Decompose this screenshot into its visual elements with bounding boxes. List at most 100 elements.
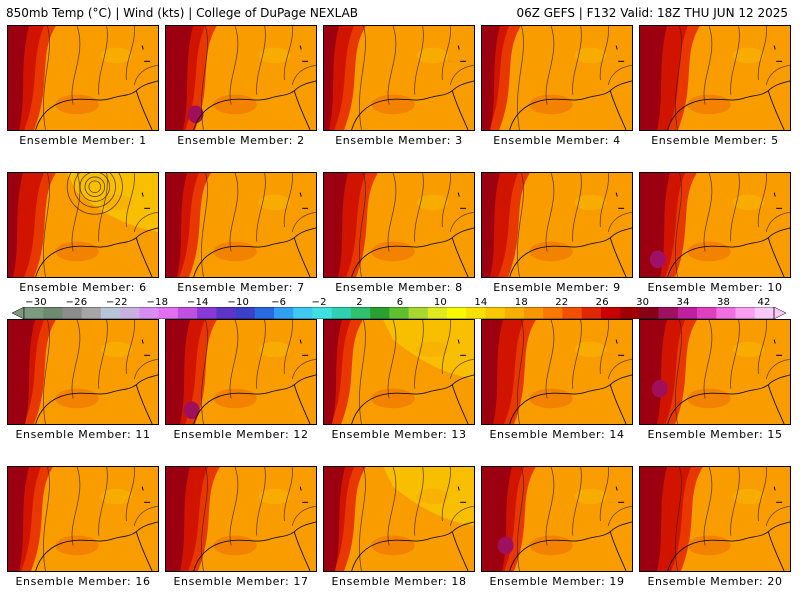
colorbar-swatch: [370, 307, 390, 319]
colorbar-swatch: [562, 307, 582, 319]
ensemble-map-panel: [7, 319, 159, 425]
colorbar-tick-label: 34: [676, 297, 690, 308]
colorbar-swatch: [447, 307, 467, 319]
ensemble-map-panel: [639, 172, 791, 278]
colorbar-tick-label: −26: [65, 297, 88, 308]
colorbar-swatch: [81, 307, 102, 319]
colorbar-swatch: [43, 307, 63, 319]
temperature-field-map: [324, 173, 474, 277]
colorbar-swatch: [543, 307, 563, 319]
colorbar-tick-label: 18: [514, 297, 528, 308]
colorbar-tick-label: 2: [356, 297, 363, 308]
colorbar-tick-label: 6: [396, 297, 404, 308]
colorbar-tick-label: −18: [146, 297, 169, 308]
colorbar-tick-label: 10: [433, 297, 447, 308]
ensemble-member-label: Ensemble Member: 20: [647, 575, 783, 588]
ensemble-map-panel: [7, 466, 159, 572]
ensemble-member-label: Ensemble Member: 19: [489, 575, 625, 588]
colorbar-swatch: [350, 307, 371, 319]
temperature-field-map: [640, 467, 790, 571]
temperature-field-map: [482, 173, 632, 277]
ensemble-member-label: Ensemble Member: 16: [15, 575, 151, 588]
temperature-field-map: [324, 320, 474, 424]
colorbar-swatch: [177, 307, 198, 319]
colorbar-swatch: [485, 307, 506, 319]
ensemble-map-panel: [481, 172, 633, 278]
colorbar-swatch: [293, 307, 313, 319]
colorbar-swatch: [62, 307, 82, 319]
ensemble-map-panel: [639, 466, 791, 572]
colorbar-swatch: [697, 307, 717, 319]
colorbar-swatch: [677, 307, 698, 319]
ensemble-member-label: Ensemble Member: 5: [651, 134, 779, 147]
ensemble-member-label: Ensemble Member: 4: [493, 134, 621, 147]
ensemble-member-label: Ensemble Member: 10: [647, 281, 783, 294]
colorbar-tick-label: −6: [271, 297, 287, 308]
colorbar-swatch: [524, 307, 544, 319]
colorbar-swatch: [581, 307, 602, 319]
temperature-field-map: [166, 467, 316, 571]
temperature-field-map: [324, 467, 474, 571]
colorbar-swatch: [735, 307, 756, 319]
ensemble-map-panel: [323, 25, 475, 131]
temperature-field-map: [166, 320, 316, 424]
ensemble-map-panel: [165, 25, 317, 131]
ensemble-member-label: Ensemble Member: 15: [647, 428, 783, 441]
temperature-field-map: [8, 320, 158, 424]
ensemble-map-panel: [165, 319, 317, 425]
colorbar-swatch: [139, 307, 159, 319]
colorbar-tick-label: −2: [311, 297, 327, 308]
temperature-field-map: [482, 467, 632, 571]
product-title: 850mb Temp (°C) | Wind (kts) | College o…: [6, 6, 359, 20]
ensemble-map-panel: [165, 466, 317, 572]
ensemble-map-panel: [481, 25, 633, 131]
temperature-field-map: [640, 173, 790, 277]
colorbar-swatch: [312, 307, 332, 319]
ensemble-map-panel: [7, 25, 159, 131]
colorbar-swatch: [24, 307, 44, 319]
ensemble-member-label: Ensemble Member: 6: [19, 281, 147, 294]
ensemble-member-label: Ensemble Member: 8: [335, 281, 463, 294]
temperature-colorbar: [12, 307, 786, 319]
colorbar-swatch: [389, 307, 409, 319]
colorbar-swatch: [120, 307, 140, 319]
colorbar-tick-label: 26: [595, 297, 609, 308]
temperature-field-map: [8, 26, 158, 130]
temperature-field-map: [640, 320, 790, 424]
colorbar-swatch: [754, 307, 775, 319]
ensemble-member-label: Ensemble Member: 18: [331, 575, 467, 588]
colorbar-swatch: [100, 307, 121, 319]
colorbar-swatch: [254, 307, 275, 319]
ensemble-map-panel: [481, 319, 633, 425]
colorbar-swatch: [274, 307, 294, 319]
colorbar-tick-label: −30: [25, 297, 47, 308]
temperature-field-map: [166, 173, 316, 277]
ensemble-member-label: Ensemble Member: 2: [177, 134, 305, 147]
ensemble-map-panel: [639, 25, 791, 131]
ensemble-member-label: Ensemble Member: 14: [489, 428, 625, 441]
ensemble-map-panel: [323, 172, 475, 278]
colorbar-swatch: [504, 307, 525, 319]
ensemble-map-panel: [639, 319, 791, 425]
colorbar-tick-label: 22: [555, 297, 569, 308]
colorbar-swatch: [639, 307, 659, 319]
ensemble-map-panel: [323, 319, 475, 425]
colorbar-tick-label: 38: [716, 297, 731, 308]
colorbar-tick-label: −22: [106, 297, 128, 308]
ensemble-member-label: Ensemble Member: 17: [173, 575, 309, 588]
colorbar-swatch: [716, 307, 736, 319]
valid-time: 06Z GEFS | F132 Valid: 18Z THU JUN 12 20…: [516, 6, 788, 20]
colorbar-swatch: [408, 307, 429, 319]
ensemble-member-label: Ensemble Member: 13: [331, 428, 467, 441]
temperature-field-map: [166, 26, 316, 130]
colorbar-tick-label: −10: [227, 297, 250, 308]
temperature-field-map: [8, 173, 158, 277]
ensemble-member-label: Ensemble Member: 1: [19, 134, 147, 147]
colorbar-swatch: [235, 307, 256, 319]
temperature-field-map: [8, 467, 158, 571]
colorbar-swatch: [331, 307, 352, 319]
colorbar-tick-label: −14: [186, 297, 209, 308]
colorbar-tick-label: 42: [757, 297, 771, 308]
temperature-field-map: [482, 320, 632, 424]
ensemble-member-label: Ensemble Member: 11: [15, 428, 151, 441]
